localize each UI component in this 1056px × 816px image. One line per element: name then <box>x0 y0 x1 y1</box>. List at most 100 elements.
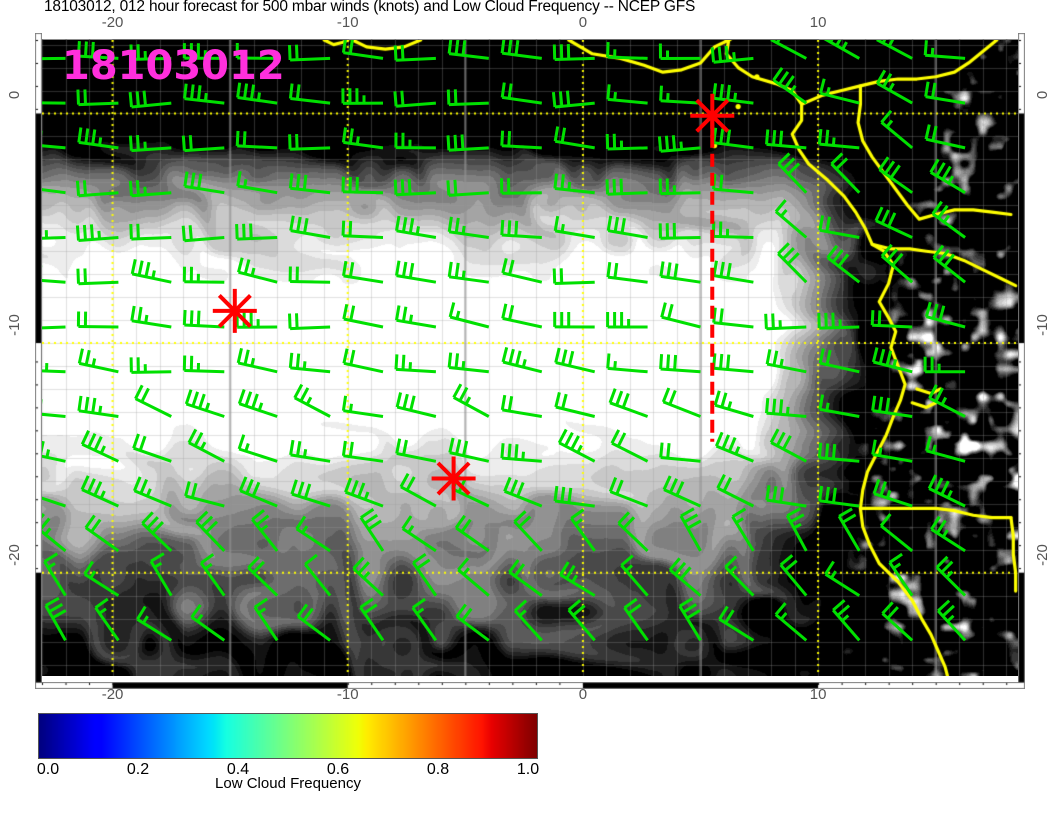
wind-barb <box>608 388 649 418</box>
wind-barb <box>881 601 914 642</box>
wind-barb <box>553 126 595 150</box>
wind-barb <box>928 384 966 418</box>
wind-barb <box>930 515 966 553</box>
wind-barb <box>678 597 702 642</box>
wind-barb <box>77 348 119 374</box>
wind-barb <box>447 216 490 239</box>
colorbar-gradient <box>38 713 538 759</box>
wind-barb <box>342 304 384 329</box>
wind-barb <box>500 178 542 195</box>
wind-barb <box>288 173 331 195</box>
wind-barb <box>76 268 119 286</box>
wind-barb <box>84 514 120 553</box>
wind-barb <box>446 179 489 197</box>
wind-barb <box>77 395 119 418</box>
wind-barb <box>134 384 172 418</box>
wind-barb <box>931 200 966 239</box>
wind-barb <box>551 90 595 109</box>
wind-barb <box>500 130 542 150</box>
wind-barb <box>76 311 119 329</box>
wind-barb <box>817 128 860 150</box>
wind-barb <box>880 109 914 150</box>
wind-barb <box>401 515 437 553</box>
wind-barb <box>870 310 913 329</box>
wind-barb <box>395 260 437 284</box>
map-plot-area: 18103012 <box>42 40 1018 676</box>
storm-marker-asterisk-1 <box>212 288 257 333</box>
wind-barb <box>352 556 385 597</box>
wind-barb <box>876 40 913 60</box>
wind-barb <box>765 349 807 374</box>
wind-barb <box>712 353 754 374</box>
colorbar-tick-label: 0.8 <box>426 761 450 778</box>
wind-barb <box>777 152 808 194</box>
wind-barb <box>447 352 489 374</box>
wind-barb <box>235 223 278 241</box>
wind-barb <box>552 44 595 61</box>
axis-tick-label: -10 <box>1034 314 1051 336</box>
wind-barb <box>289 215 331 239</box>
colorbar-tick-label: 1.0 <box>516 761 540 778</box>
wind-barb <box>831 599 861 642</box>
wind-barb <box>500 82 543 105</box>
wind-barb <box>76 89 119 107</box>
wind-barb <box>184 481 225 508</box>
wind-barb <box>42 496 66 508</box>
wind-barb <box>924 81 966 105</box>
wind-barb <box>237 257 278 284</box>
wind-barb <box>452 383 490 418</box>
colorbar-tick-label: 0.2 <box>126 761 150 778</box>
wind-barb <box>924 301 966 329</box>
wind-barb <box>42 399 66 418</box>
wind-barb <box>712 173 754 195</box>
wind-barb <box>182 266 225 284</box>
wind-barb <box>182 43 225 60</box>
wind-barb <box>712 83 754 105</box>
axis-tick-label: -20 <box>1034 543 1051 566</box>
axis-tickband-left <box>35 33 42 683</box>
storm-marker-asterisk-2 <box>431 456 476 501</box>
wind-barb <box>247 556 279 597</box>
wind-barb <box>617 511 649 552</box>
wind-barb <box>149 552 173 597</box>
axis-tick-label: -10 <box>6 314 23 336</box>
wind-barb <box>344 477 384 508</box>
wind-barb <box>818 215 860 239</box>
wind-barb <box>341 440 384 463</box>
wind-barb <box>43 552 67 597</box>
wind-barb <box>553 173 595 195</box>
wind-barb <box>42 188 66 195</box>
wind-barb <box>236 170 278 195</box>
wind-barb <box>42 230 66 240</box>
wind-barb <box>668 557 702 597</box>
wind-barb-layer <box>42 40 967 642</box>
wind-barb <box>876 69 913 105</box>
wind-barb <box>289 439 331 463</box>
wind-barb <box>567 599 596 642</box>
wind-barb <box>826 244 861 284</box>
wind-barb <box>42 101 66 105</box>
wind-barb <box>553 311 595 329</box>
wind-barb <box>712 260 754 284</box>
wind-barb <box>77 127 119 150</box>
wind-barb <box>553 485 595 508</box>
wind-barb <box>923 40 966 60</box>
wind-barb <box>341 40 384 60</box>
wind-barb <box>288 83 331 105</box>
wind-barb <box>823 40 861 60</box>
wind-barb <box>774 199 808 239</box>
wind-barb <box>195 510 226 552</box>
storm-marker-asterisk-3 <box>690 93 735 138</box>
wind-barb <box>288 352 331 374</box>
wind-barb <box>785 507 808 552</box>
wind-barb <box>399 472 437 508</box>
wind-barb <box>817 312 860 330</box>
wind-barb <box>412 552 438 597</box>
wind-barb <box>395 215 437 239</box>
wind-barb <box>293 383 331 418</box>
wind-barb <box>658 222 701 240</box>
wind-barb <box>888 552 914 597</box>
wind-barb <box>288 134 331 151</box>
wind-barb <box>129 223 172 241</box>
wind-barb <box>503 476 543 508</box>
